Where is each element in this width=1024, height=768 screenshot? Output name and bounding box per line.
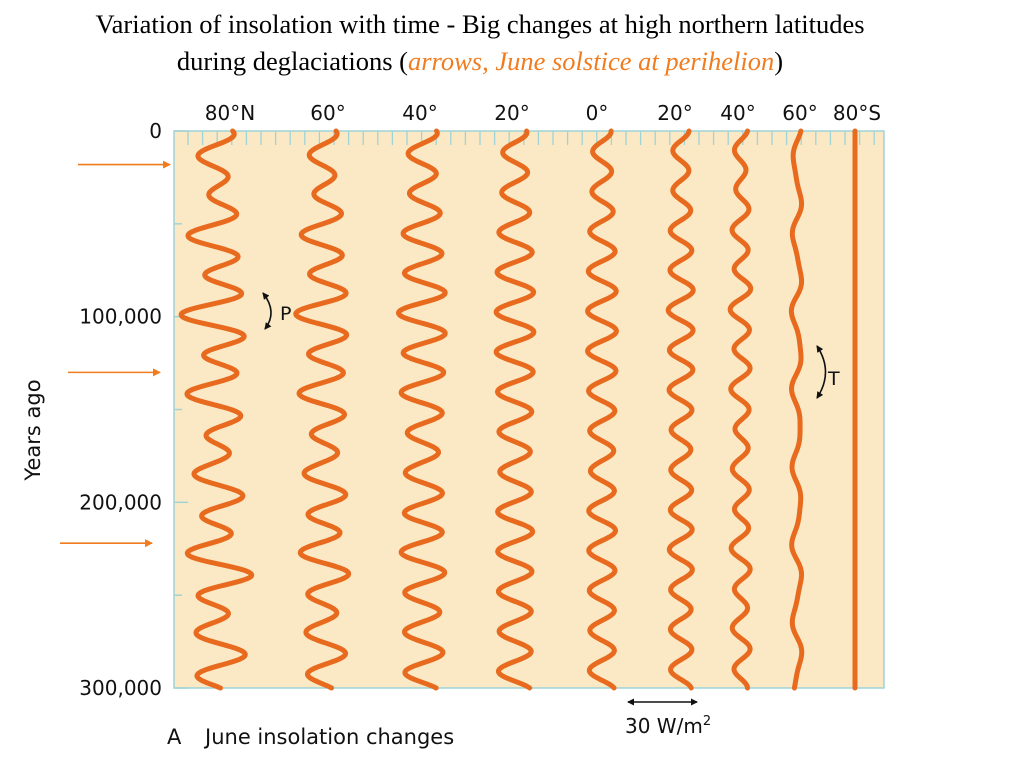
latitude-label: 20° [494,101,529,125]
latitude-labels: 80°N 60° 40° 20° 0° 20° 40° 60° 80°S [205,101,881,125]
y-tick-label: 200,000 [79,490,162,514]
scale-bar-label: 30 W/m2 [625,714,711,738]
title-line-1: Variation of insolation with time - Big … [95,9,865,39]
chart-caption: June insolation changes [203,725,454,749]
insolation-curve-80n [178,128,255,691]
insolation-curve-20n [493,128,537,691]
panel-letter: A [167,725,182,749]
precession-arc-arrow [262,292,272,330]
latitude-label: 0° [586,101,609,125]
insolation-curve-0 [585,128,619,691]
title-line-2-post: ) [774,46,784,76]
y-tick-labels: 0 100,000 200,000 300,000 [79,119,162,700]
slide-title: Variation of insolation with time - Big … [0,6,960,80]
precession-label: P [280,303,291,325]
insolation-curve-60s [788,128,805,691]
precession-annotation: P [262,292,291,330]
latitude-label: 40° [720,101,755,125]
latitude-label: 60° [310,101,345,125]
tilt-annotation: T [816,345,840,399]
insolation-curve-40n [396,128,448,691]
series-group [178,128,858,691]
insolation-curve-40s [727,128,754,691]
deglaciation-arrows [60,160,171,548]
top-axis-ticks [187,131,875,145]
latitude-label: 80°N [205,101,255,125]
y-axis-label: Years ago [21,379,45,481]
y-tick-label: 300,000 [79,676,162,700]
scale-bar: 30 W/m2 [625,698,711,738]
latitude-label: 60° [782,101,817,125]
title-line-2: during deglaciations (arrows, June solst… [0,43,960,80]
y-tick-label: 0 [149,119,162,143]
insolation-curve-20s [665,128,696,691]
scale-bar-label-main: 30 W/m [625,714,703,738]
y-tick-label: 100,000 [79,305,162,329]
scale-bar-label-superscript: 2 [703,714,711,729]
tilt-arc-arrow [816,345,827,399]
insolation-curve-60n [293,128,352,691]
latitude-label: 80°S [833,101,881,125]
latitude-label: 40° [402,101,437,125]
tilt-label: T [827,368,840,390]
title-highlight: arrows, June solstice at perihelion [407,46,775,76]
title-line-2-pre: during deglaciations ( [176,46,408,76]
latitude-label: 20° [657,101,692,125]
